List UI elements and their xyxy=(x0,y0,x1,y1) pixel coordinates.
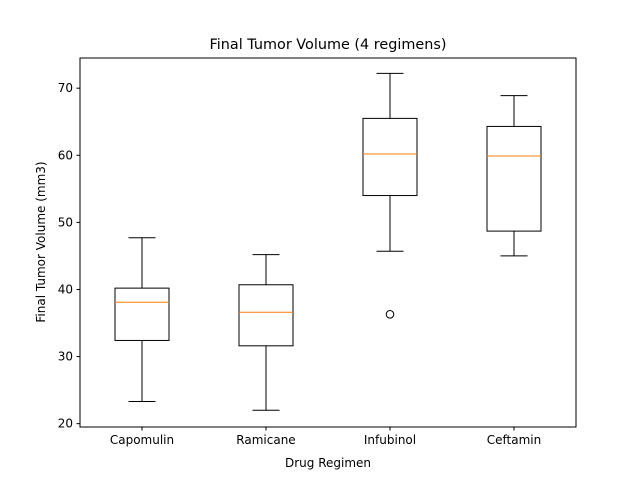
box-infubinol xyxy=(362,117,418,197)
y-axis-label: Final Tumor Volume (mm3) xyxy=(34,161,48,322)
y-tick-label-40: 40 xyxy=(58,282,73,296)
x-tick-label-ramicane: Ramicane xyxy=(236,433,295,447)
y-tick-label-70: 70 xyxy=(58,81,73,95)
box-capomulin xyxy=(114,287,170,341)
x-tick-label-capomulin: Capomulin xyxy=(110,433,174,447)
outlier-infubinol-0 xyxy=(385,309,395,319)
y-tick-label-30: 30 xyxy=(58,350,73,364)
y-tick-label-50: 50 xyxy=(58,215,73,229)
chart-title: Final Tumor Volume (4 regimens) xyxy=(210,37,447,53)
x-tick-label-ceftamin: Ceftamin xyxy=(487,433,541,447)
x-axis-label: Drug Regimen xyxy=(285,456,371,470)
y-tick-label-20: 20 xyxy=(58,417,73,431)
y-tick-label-60: 60 xyxy=(58,148,73,162)
box-ramicane xyxy=(238,284,294,347)
axes-frame xyxy=(79,57,577,428)
plot-area: 20 30 40 50 60 70 Capomulin Ramicane Infubinol Ce… xyxy=(58,57,577,447)
box-ceftamin xyxy=(486,125,542,232)
x-tick-label-infubinol: Infubinol xyxy=(364,433,416,447)
